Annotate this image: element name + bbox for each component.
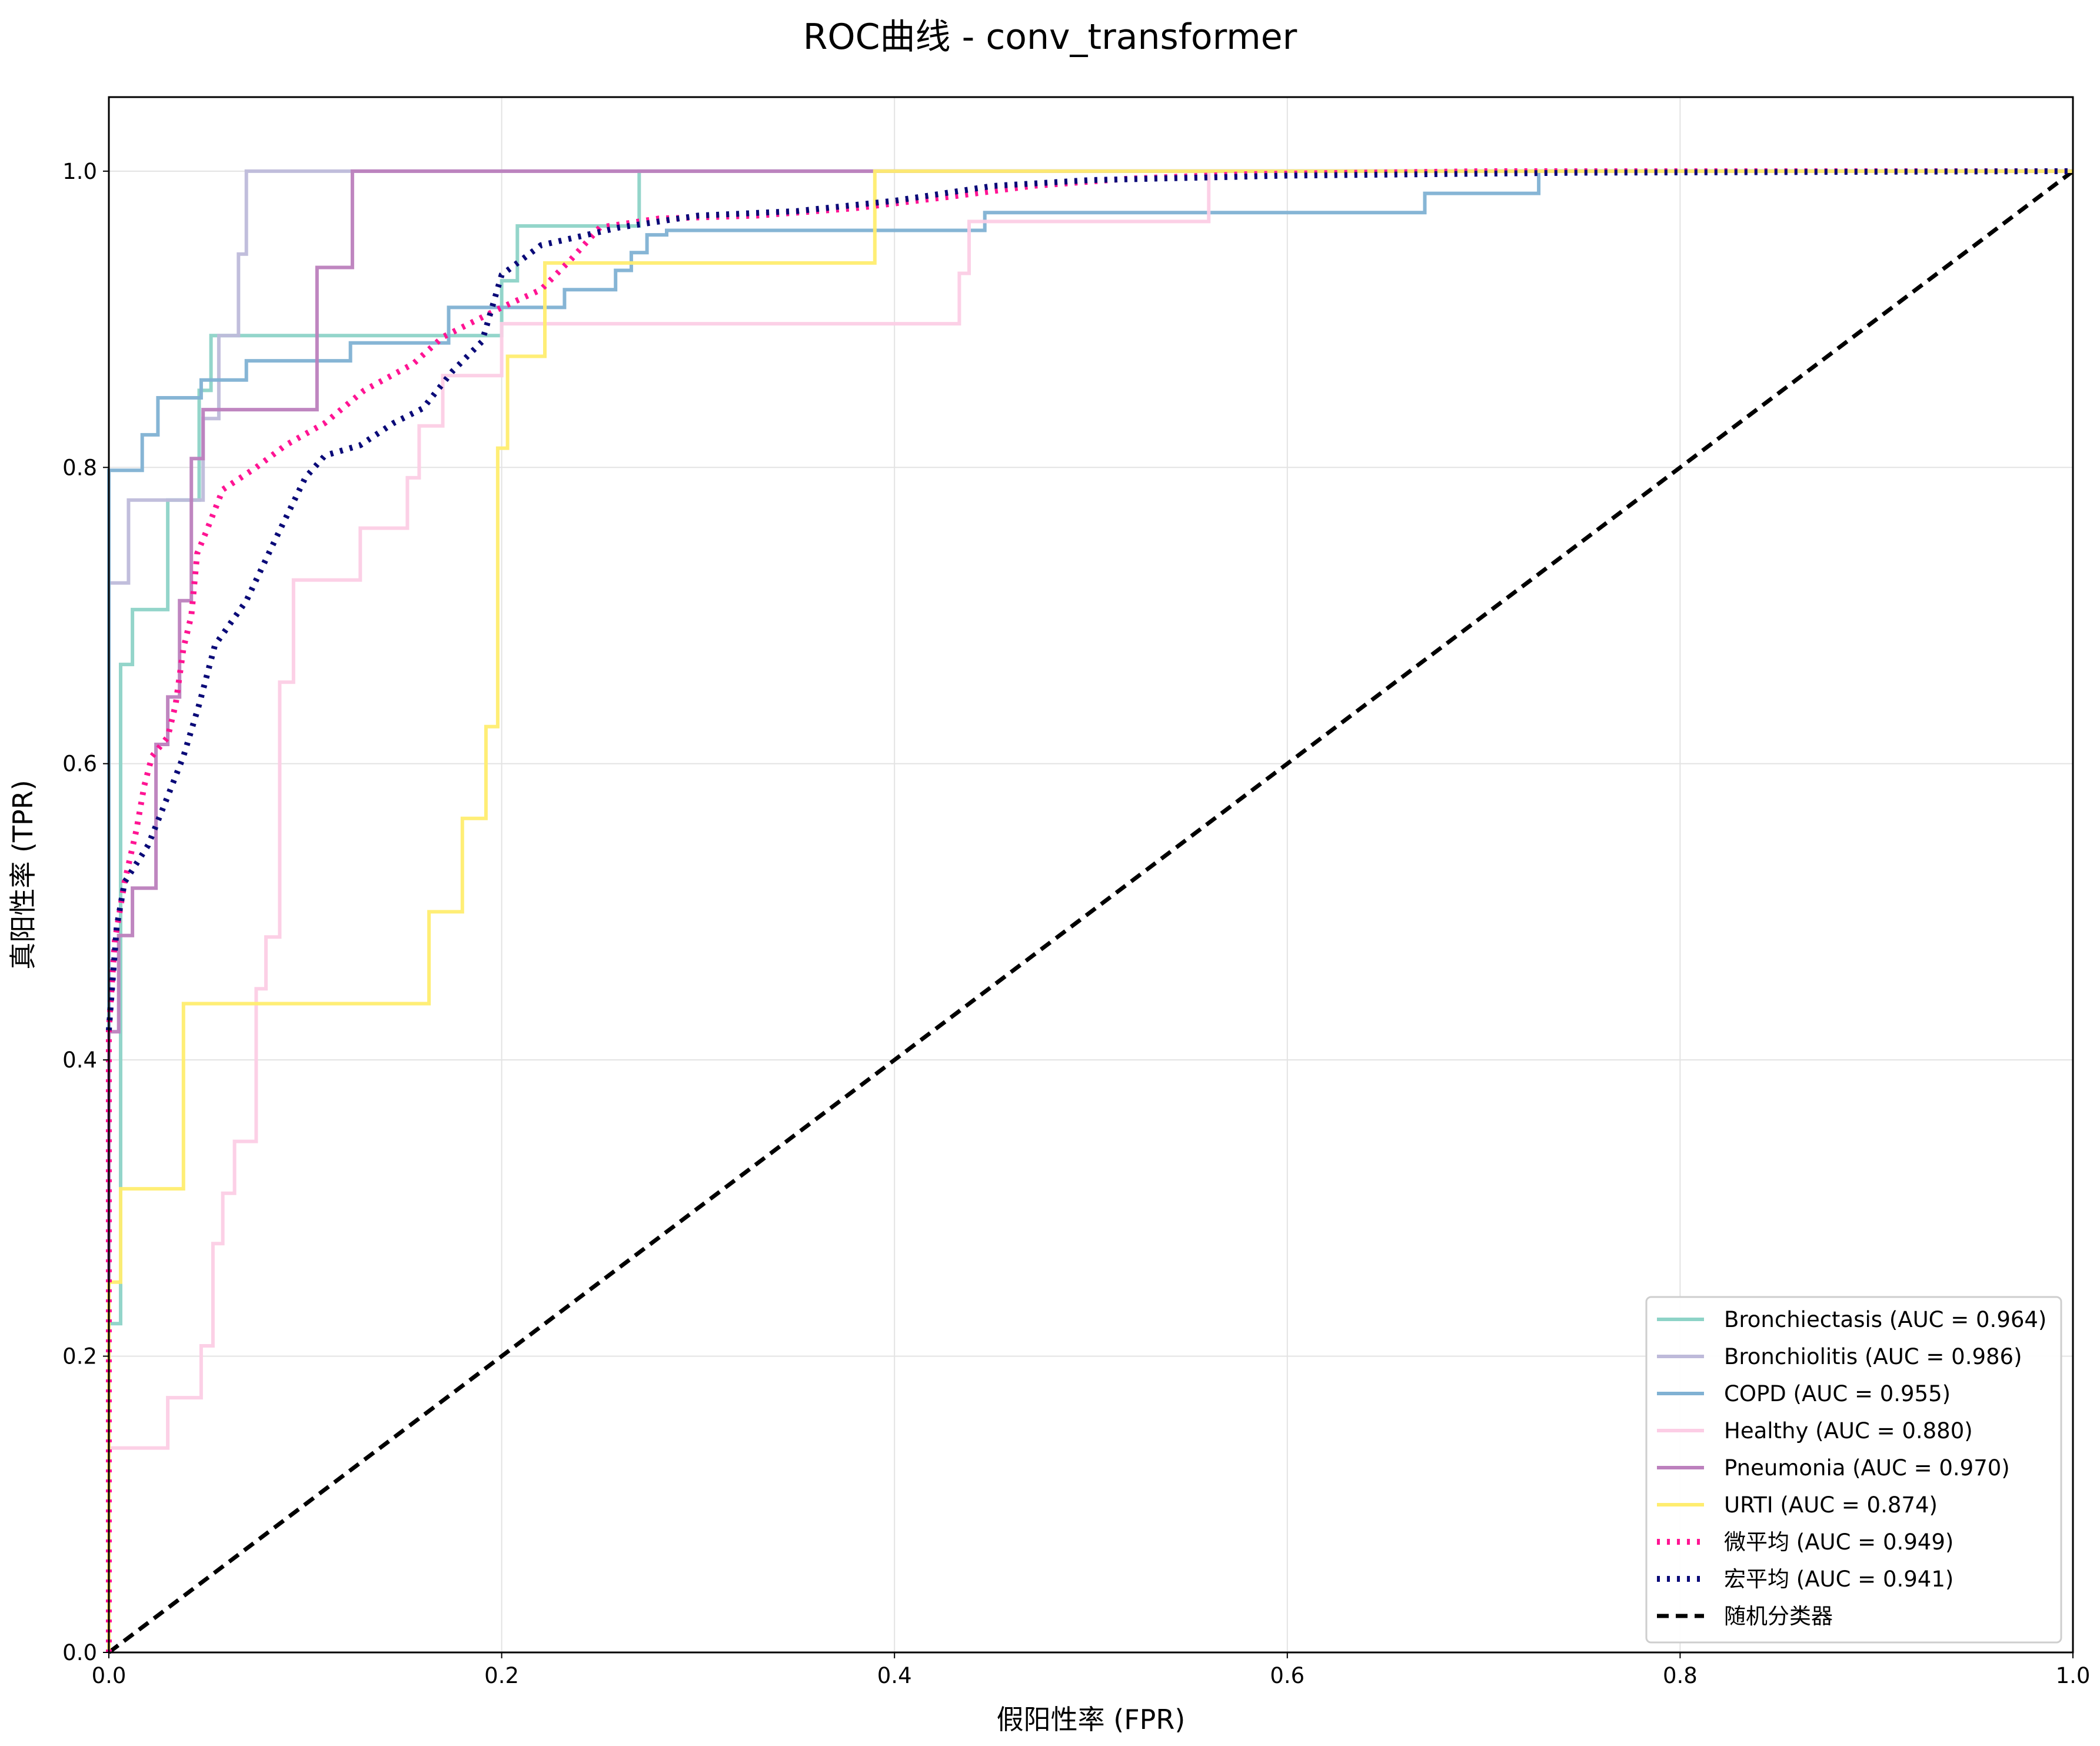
x-tick-label: 0.6 xyxy=(1270,1663,1304,1688)
grid-layer xyxy=(108,97,2074,1653)
y-tick-label: 0.2 xyxy=(62,1344,97,1369)
y-tick-label: 1.0 xyxy=(62,159,97,184)
roc-series-0 xyxy=(107,169,2073,1652)
plot-frame xyxy=(108,96,2074,1654)
legend: Bronchiectasis (AUC = 0.964) Bronchioliti… xyxy=(1645,1296,2062,1644)
legend-entry: Bronchiectasis (AUC = 0.964) xyxy=(1724,1307,2046,1332)
y-tick-label: 0.8 xyxy=(62,455,97,480)
legend-entry: 宏平均 (AUC = 0.941) xyxy=(1724,1567,1953,1592)
roc-series-7 xyxy=(106,168,2074,1031)
roc-series-5 xyxy=(107,169,2073,1652)
legend-entry: Pneumonia (AUC = 0.970) xyxy=(1724,1455,2010,1481)
reference-diagonal-line xyxy=(107,169,2075,1654)
chart-title: ROC曲线 - conv_transformer xyxy=(803,16,1297,58)
roc-series-4 xyxy=(107,169,2073,1652)
legend-entry: COPD (AUC = 0.955) xyxy=(1724,1381,1951,1406)
legend-entry: 随机分类器 xyxy=(1724,1604,1833,1629)
legend-entry: Bronchiolitis (AUC = 0.986) xyxy=(1724,1344,2022,1369)
x-tick-label: 0.2 xyxy=(484,1663,519,1688)
x-axis-label: 假阳性率 (FPR) xyxy=(997,1704,1186,1735)
tick-layer: 0.0 0.2 0.4 0.6 0.8 1.0 0.0 0.2 0.4 0.6 0.8 1.0 xyxy=(62,159,2090,1688)
x-tick-label: 1.0 xyxy=(2056,1663,2091,1688)
series-layer xyxy=(106,168,2074,1652)
roc-series-1 xyxy=(107,169,2073,1652)
x-tick-label: 0.4 xyxy=(877,1663,912,1688)
legend-box xyxy=(1645,1296,2062,1644)
legend-entry: URTI (AUC = 0.874) xyxy=(1724,1492,1938,1518)
roc-series-2 xyxy=(107,169,2073,1652)
x-tick-label: 0.8 xyxy=(1663,1663,1698,1688)
reference-line-layer xyxy=(107,169,2075,1654)
y-tick-label: 0.0 xyxy=(62,1640,97,1665)
y-tick-label: 0.6 xyxy=(62,751,97,777)
legend-entry: Healthy (AUC = 0.880) xyxy=(1724,1418,1973,1444)
roc-series-3 xyxy=(107,169,2073,1652)
x-tick-label: 0.0 xyxy=(92,1663,127,1688)
legend-entry: 微平均 (AUC = 0.949) xyxy=(1724,1529,1953,1555)
y-axis-label: 真阳性率 (TPR) xyxy=(7,780,39,969)
y-tick-label: 0.4 xyxy=(62,1047,97,1073)
